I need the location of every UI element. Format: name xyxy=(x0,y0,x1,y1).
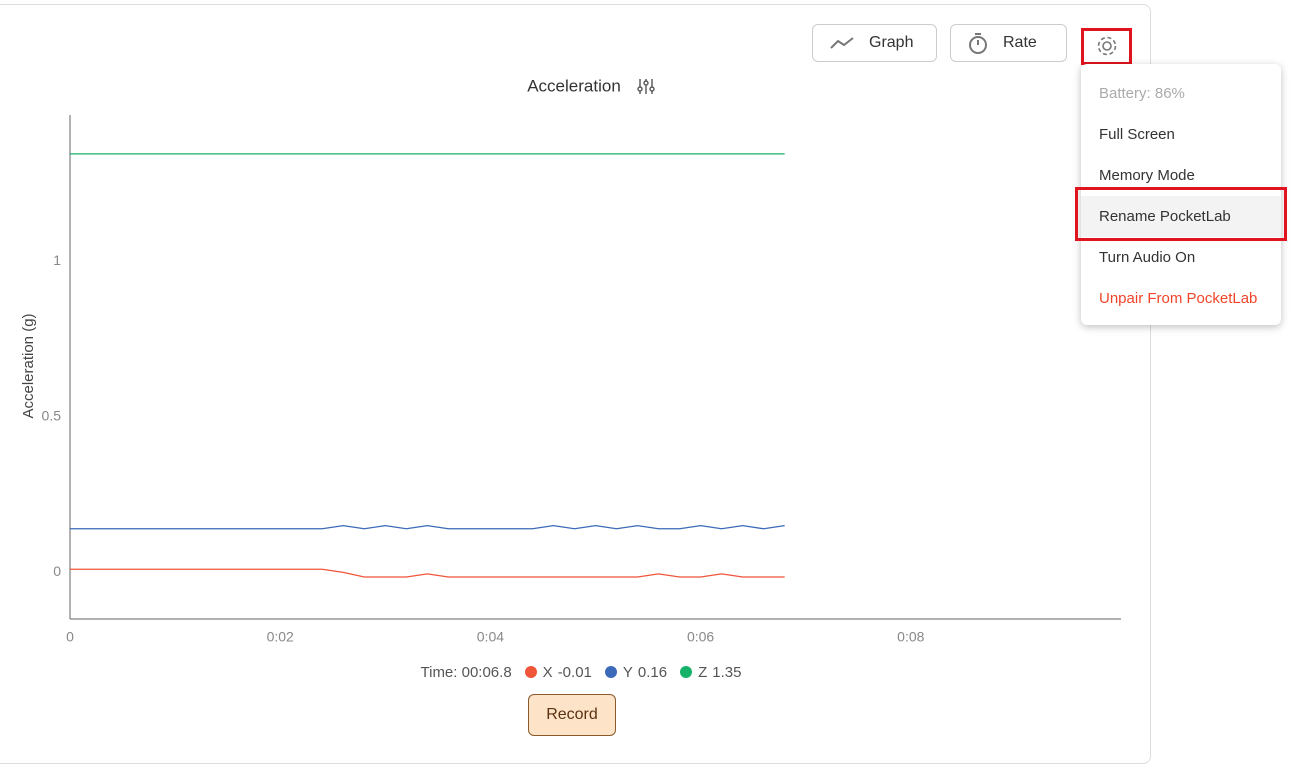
time-label: Time: 00:06.8 xyxy=(420,664,512,681)
filter-icon xyxy=(637,79,655,94)
legend-swatch xyxy=(524,666,537,678)
graph-label: Graph xyxy=(869,34,914,51)
legend: X -0.01 Y 0.16 Z 1.35 xyxy=(512,664,742,681)
menu-item: Battery: 86% xyxy=(1099,85,1185,102)
legend-swatch xyxy=(680,666,693,678)
x-tick-label: 0:08 xyxy=(897,629,924,645)
legend-value: 1.35 xyxy=(712,664,742,681)
highlight-box xyxy=(1075,187,1287,241)
menu-item[interactable]: Unpair From PocketLab xyxy=(1099,290,1258,307)
record-button[interactable]: Record xyxy=(528,694,616,736)
graph-icon xyxy=(830,37,854,49)
legend-swatch xyxy=(604,666,617,678)
graph-button[interactable]: Graph xyxy=(812,24,937,62)
x-tick-label: 0 xyxy=(66,629,74,645)
y-tick-label: 0.5 xyxy=(42,407,62,423)
legend-name: X xyxy=(542,664,553,681)
x-tick-label: 0:02 xyxy=(267,629,294,645)
rate-button[interactable]: Rate xyxy=(950,24,1067,62)
legend-value: 0.16 xyxy=(637,664,668,681)
chart: Acceleration Acceleration (g) 0 0.5 1 0 0:02… xyxy=(20,76,1121,645)
menu-item[interactable]: Rename PocketLab xyxy=(1081,196,1281,237)
settings-icon[interactable] xyxy=(1094,33,1120,59)
legend-value: -0.01 xyxy=(557,664,592,681)
menu-item[interactable]: Memory Mode xyxy=(1099,167,1195,184)
y-tick-label: 1 xyxy=(53,252,61,268)
highlight-box xyxy=(1081,28,1132,65)
y-tick-label: 0 xyxy=(53,563,61,579)
data-line xyxy=(70,525,785,530)
legend-name: Z xyxy=(698,664,708,681)
settings-menu: Battery: 86% Full Screen Memory Mode Ren… xyxy=(1081,64,1281,325)
y-axis-label: Acceleration (g) xyxy=(20,313,37,418)
chart-title: Acceleration xyxy=(527,76,621,95)
readout: Time: 00:06.8 X -0.01 Y 0.16 Z 1.35 xyxy=(0,664,1162,681)
timer-icon xyxy=(969,33,987,54)
menu-item[interactable]: Full Screen xyxy=(1099,126,1175,143)
x-tick-label: 0:06 xyxy=(687,629,714,645)
menu-item[interactable]: Turn Audio On xyxy=(1099,249,1196,266)
data-line xyxy=(70,568,785,578)
legend-name: Y xyxy=(622,664,633,681)
x-tick-label: 0:04 xyxy=(477,629,504,645)
rate-label: Rate xyxy=(1003,34,1037,51)
